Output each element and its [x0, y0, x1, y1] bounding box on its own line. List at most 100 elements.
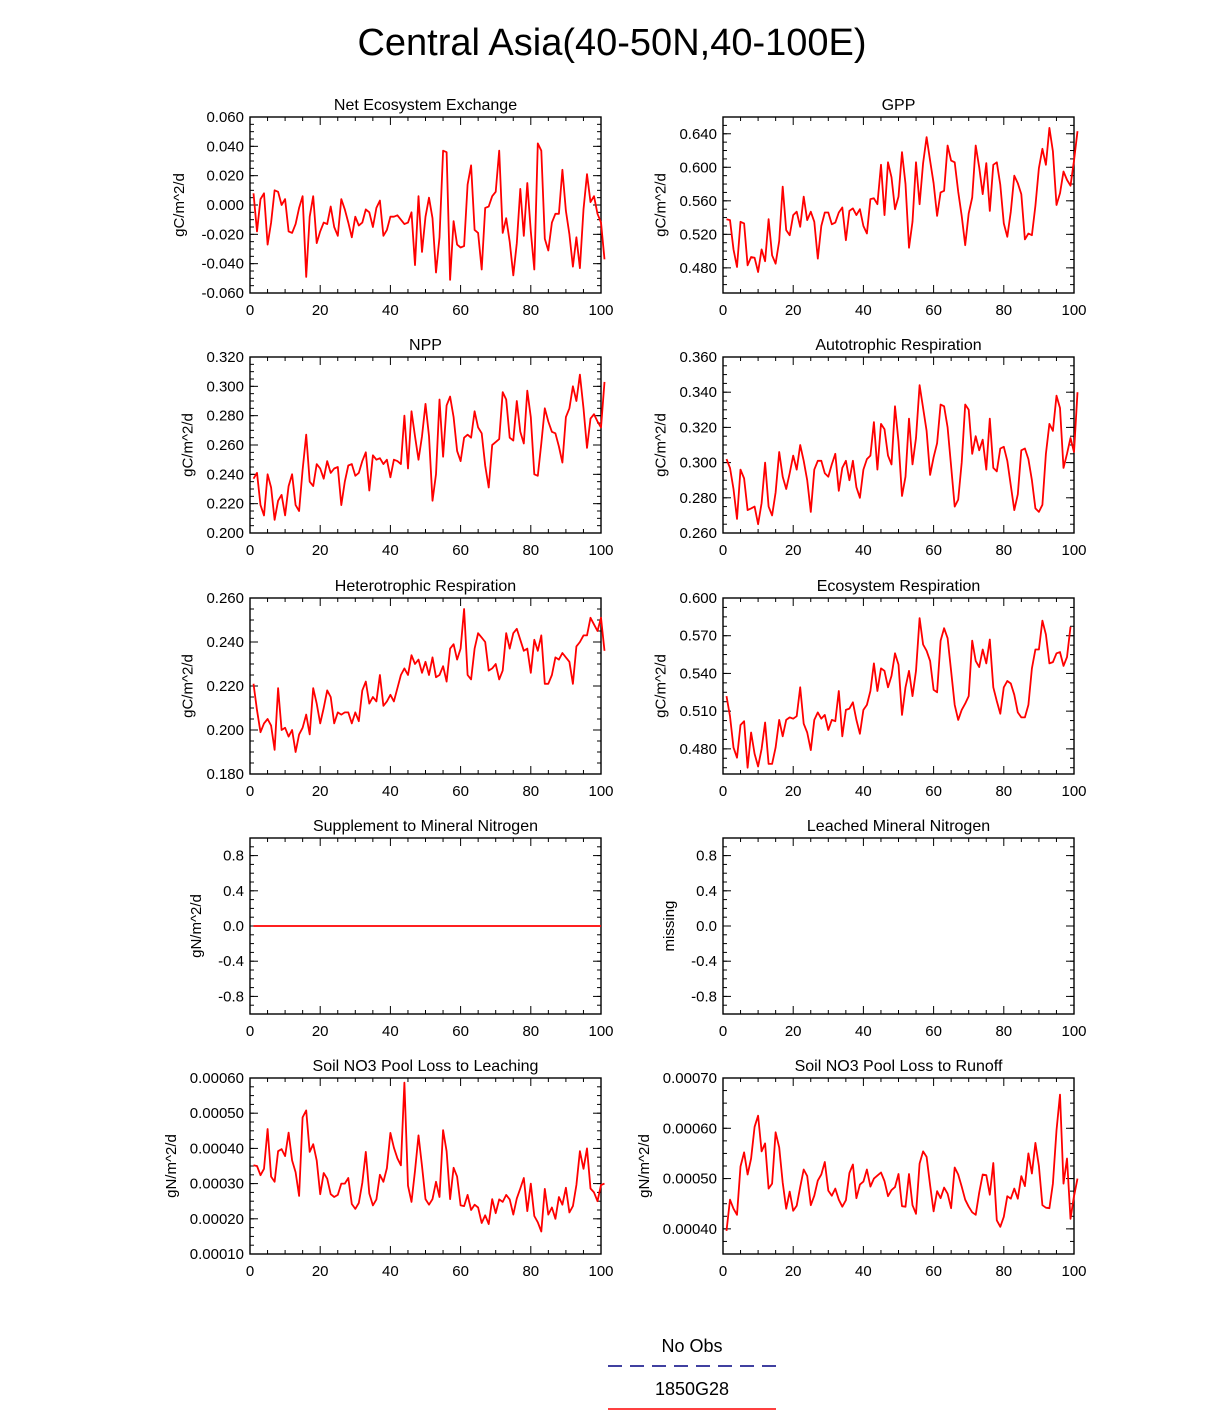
y-tick-label: -0.8: [218, 988, 244, 1005]
legend-label-obs: No Obs: [661, 1336, 723, 1356]
x-tick-label: 0: [246, 302, 254, 319]
y-tick-label: 0.360: [679, 349, 717, 366]
y-tick-label: 0.280: [679, 490, 717, 507]
x-tick-label: 80: [522, 1023, 539, 1040]
y-tick-label: -0.040: [201, 256, 244, 273]
x-tick-label: 20: [785, 783, 802, 800]
y-tick-label: 0.000: [206, 197, 244, 214]
x-tick-label: 100: [1061, 783, 1086, 800]
y-tick-label: 0.8: [223, 848, 244, 865]
y-tick-label: 0.4: [696, 883, 717, 900]
x-tick-label: 60: [452, 1023, 469, 1040]
y-tick-label: 0.260: [206, 590, 244, 607]
y-tick-label: 0.510: [679, 703, 717, 720]
x-tick-label: 80: [522, 542, 539, 559]
y-tick-label: 0.040: [206, 138, 244, 155]
x-tick-label: 0: [719, 1023, 727, 1040]
x-tick-label: 80: [995, 783, 1012, 800]
y-tick-label: 0.300: [206, 378, 244, 395]
series-line: [725, 384, 1079, 526]
x-tick-label: 80: [522, 302, 539, 319]
y-axis-label: gC/m^2/d: [653, 654, 670, 718]
x-tick-label: 40: [382, 302, 399, 319]
plot-title: Heterotrophic Respiration: [335, 578, 516, 595]
x-tick-label: 0: [719, 783, 727, 800]
x-tick-label: 40: [382, 783, 399, 800]
x-tick-label: 0: [246, 783, 254, 800]
y-tick-label: 0.00040: [663, 1221, 717, 1238]
x-tick-label: 60: [452, 783, 469, 800]
y-tick-label: 0.00050: [190, 1105, 244, 1122]
y-axis-label: gC/m^2/d: [171, 173, 188, 237]
y-tick-label: 0.320: [679, 419, 717, 436]
x-tick-label: 60: [452, 542, 469, 559]
x-tick-label: 100: [588, 1023, 613, 1040]
y-tick-label: 0.520: [679, 226, 717, 243]
x-tick-label: 0: [719, 302, 727, 319]
y-tick-label: 0.220: [206, 496, 244, 513]
x-tick-label: 20: [312, 783, 329, 800]
x-tick-label: 80: [995, 1263, 1012, 1280]
x-tick-label: 100: [1061, 1023, 1086, 1040]
x-tick-label: 100: [588, 302, 613, 319]
y-axis-label: gN/m^2/d: [636, 1134, 653, 1198]
x-tick-label: 40: [855, 1263, 872, 1280]
y-tick-label: 0.00030: [190, 1176, 244, 1193]
plot-title: Autotrophic Respiration: [815, 337, 981, 354]
x-tick-label: 100: [588, 1263, 613, 1280]
plot-title: Soil NO3 Pool Loss to Leaching: [313, 1058, 539, 1075]
y-tick-label: 0.020: [206, 168, 244, 185]
x-tick-label: 40: [382, 542, 399, 559]
plot-title: Soil NO3 Pool Loss to Runoff: [795, 1058, 1003, 1075]
y-tick-label: 0.600: [679, 159, 717, 176]
series-line: [725, 1093, 1079, 1232]
x-tick-label: 0: [246, 542, 254, 559]
x-tick-label: 100: [588, 783, 613, 800]
y-tick-label: -0.060: [201, 285, 244, 302]
series-line: [252, 608, 606, 753]
x-tick-label: 20: [312, 302, 329, 319]
x-tick-label: 60: [452, 1263, 469, 1280]
y-tick-label: -0.4: [218, 953, 244, 970]
y-tick-label: 0.480: [679, 260, 717, 277]
x-tick-label: 20: [785, 302, 802, 319]
y-tick-label: 0.8: [696, 848, 717, 865]
y-tick-label: 0.0: [696, 918, 717, 935]
y-tick-label: 0.200: [206, 525, 244, 542]
x-tick-label: 0: [719, 542, 727, 559]
plot-title: Net Ecosystem Exchange: [334, 97, 517, 114]
series-line: [252, 373, 606, 521]
y-tick-label: 0.00010: [190, 1246, 244, 1263]
x-tick-label: 20: [785, 1023, 802, 1040]
y-tick-label: 0.570: [679, 628, 717, 645]
y-tick-label: 0.060: [206, 109, 244, 126]
x-tick-label: 40: [382, 1263, 399, 1280]
y-tick-label: 0.320: [206, 349, 244, 366]
y-tick-label: 0.4: [223, 883, 244, 900]
y-axis-label: gC/m^2/d: [180, 654, 197, 718]
x-tick-label: 20: [312, 542, 329, 559]
x-tick-label: 100: [1061, 1263, 1086, 1280]
y-tick-label: -0.4: [691, 953, 717, 970]
y-tick-label: 0.280: [206, 408, 244, 425]
y-tick-label: 0.640: [679, 126, 717, 143]
plot-title: Leached Mineral Nitrogen: [807, 818, 990, 835]
x-tick-label: 0: [246, 1263, 254, 1280]
y-tick-label: 0.300: [679, 455, 717, 472]
page-title: Central Asia(40-50N,40-100E): [357, 22, 867, 64]
y-tick-label: 0.00060: [663, 1120, 717, 1137]
y-tick-label: 0.00060: [190, 1070, 244, 1087]
y-tick-label: 0.340: [679, 384, 717, 401]
x-tick-label: 40: [382, 1023, 399, 1040]
x-tick-label: 80: [995, 542, 1012, 559]
y-tick-label: 0.480: [679, 741, 717, 758]
x-tick-label: 0: [246, 1023, 254, 1040]
x-tick-label: 40: [855, 783, 872, 800]
x-tick-label: 100: [1061, 542, 1086, 559]
y-axis-label: gC/m^2/d: [653, 173, 670, 237]
series-line: [725, 617, 1072, 769]
y-tick-label: 0.200: [206, 722, 244, 739]
x-tick-label: 60: [925, 302, 942, 319]
